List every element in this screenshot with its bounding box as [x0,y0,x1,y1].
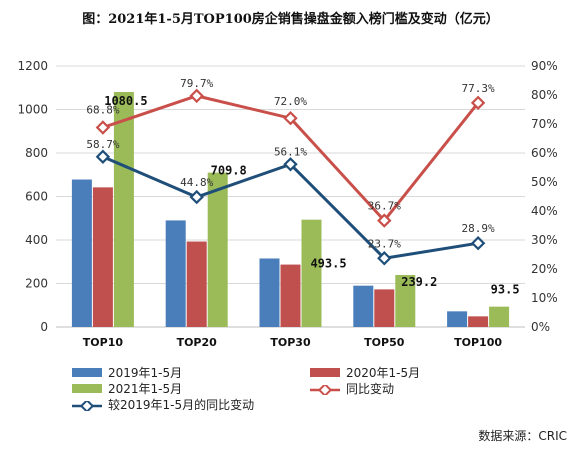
bar-data-label: 709.8 [211,164,247,178]
legend-swatch-vs2019 [72,398,102,413]
line-data-label: 58.7% [86,138,119,151]
y-right-tick-label: 20% [531,262,558,276]
bar-top20-s2 [207,172,228,327]
legend-swatch-2020 [310,368,340,377]
line-data-label: 77.3% [462,82,495,95]
line-data-label: 56.1% [274,145,307,158]
y-left-tick-label: 200 [25,277,48,291]
x-category-label: TOP100 [454,336,502,349]
series-marker-1 [283,157,298,172]
x-category-label: TOP10 [83,336,124,349]
legend-item-2021: 2021年1-5月 [72,380,182,397]
legend-label-2020: 2020年1-5月 [346,366,421,380]
bar-top30-s2 [301,219,322,327]
line-data-label: 28.9% [462,222,495,235]
bar-data-label: 93.5 [491,283,520,297]
bar-data-label: 1080.5 [104,94,147,108]
series-marker-0 [95,120,111,135]
legend-item-vs2019: 较2019年1-5月的同比变动 [72,396,254,413]
bar-top100-s0 [447,311,468,327]
y-right-tick-label: 0% [531,320,550,334]
y-axis-left: 0 200 400 600 800 1000 1200 [17,59,48,334]
bar-top50-s1 [374,289,395,327]
legend-item-yoy: 同比变动 [310,380,394,397]
y-right-tick-label: 70% [531,117,558,131]
data-labels: 1080.5 709.8 493.5 239.2 93.5 68.8% 79.7% 72.0%… [86,77,519,297]
series-marker-1 [470,235,486,251]
legend-label-2021: 2021年1-5月 [108,382,183,396]
bar-data-label: 239.2 [401,275,437,289]
source-note: 数据来源：CRIC [478,429,567,443]
y-left-tick-label: 400 [25,233,48,247]
y-left-tick-label: 600 [25,190,48,204]
legend: 2019年1-5月 2020年1-5月 2021年1-5月 同比变动 较2019… [72,364,542,414]
y-right-tick-label: 50% [531,175,558,189]
series-marker-0 [189,88,204,104]
x-category-label: TOP20 [177,336,218,349]
bars [71,91,510,328]
bar-top50-s2 [395,274,416,327]
y-right-tick-label: 90% [531,59,558,73]
legend-label-2019: 2019年1-5月 [108,366,183,380]
series-marker-1 [377,251,392,266]
legend-swatch-2019 [72,368,102,377]
legend-label-vs2019: 较2019年1-5月的同比变动 [108,398,255,412]
line-data-label: 44.8% [180,176,213,189]
legend-item-2019: 2019年1-5月 [72,364,182,381]
bar-top20-s1 [186,241,207,327]
line-data-label: 36.7% [368,200,401,213]
chart-title: 图：2021年1-5月TOP100房企销售操盘金额入榜门槛及变动（亿元） [82,12,499,27]
legend-item-2020: 2020年1-5月 [310,364,420,381]
series-marker-1 [95,149,111,164]
series-marker-0 [377,213,392,228]
bar-top10-s0 [71,179,92,327]
bar-top50-s0 [353,285,374,327]
y-axis-right: 0% 10% 20% 30% 40% 50% 60% 70% 80% 90% [531,59,558,334]
y-right-tick-label: 60% [531,146,558,160]
bar-top10-s2 [113,91,134,328]
x-axis-categories: TOP10 TOP20 TOP30 TOP50 TOP100 [83,336,503,349]
legend-label-yoy: 同比变动 [346,382,395,396]
y-right-tick-label: 30% [531,233,558,247]
x-category-label: TOP30 [270,336,311,349]
x-category-label: TOP50 [364,336,405,349]
bar-top30-s1 [280,264,301,327]
y-left-tick-label: 800 [25,146,48,160]
series-marker-0 [470,95,486,111]
bar-top100-s1 [468,316,489,327]
line-data-label: 23.7% [368,237,401,250]
bar-top10-s1 [92,187,113,327]
legend-swatch-2021 [72,384,102,393]
line-data-label: 68.8% [86,103,119,116]
line-data-label: 72.0% [274,95,307,108]
lines [95,88,486,266]
legend-swatch-yoy [310,382,340,397]
y-right-tick-label: 80% [531,88,558,102]
y-left-tick-label: 1000 [17,103,48,117]
y-left-tick-label: 1200 [17,59,48,73]
line-data-label: 79.7% [180,77,213,90]
series-marker-1 [189,189,204,205]
y-right-tick-label: 40% [531,204,558,218]
bar-top20-s0 [165,220,186,327]
bar-top30-s0 [259,258,280,327]
series-marker-0 [283,110,298,126]
bar-data-label: 493.5 [310,257,346,271]
bar-top100-s2 [489,306,510,327]
y-right-tick-label: 10% [531,291,558,305]
y-left-tick-label: 0 [40,320,48,334]
